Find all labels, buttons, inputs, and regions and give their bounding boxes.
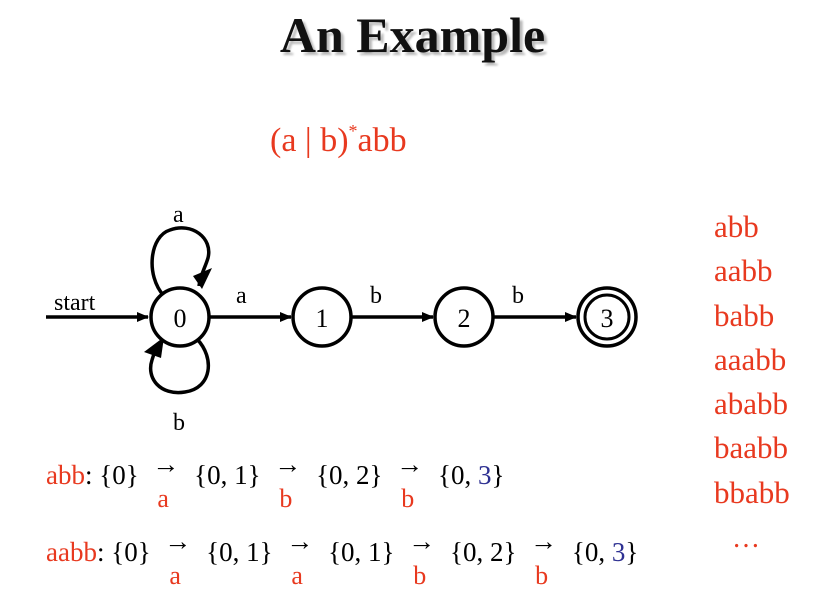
state-3-inner-circle [583,293,631,341]
arrow-glyph: → [408,525,436,556]
self-loop-a-label: a [173,202,184,228]
transition-symbol: b [535,560,549,590]
edge-1-2-label: b [370,283,382,309]
trace-state-set: {0} [111,537,151,567]
transition-symbol: a [291,560,303,590]
transition-arrow: → b [274,449,302,513]
example-string: baabb [714,430,789,466]
regex-main: (a | b) [270,122,349,159]
final-set-close: } [491,460,505,490]
regex-tail: abb [357,122,407,159]
transition-arrow: → a [286,526,314,590]
trace-state-set: {0} [99,460,139,490]
trace-state-set-final: {0, 3} [572,537,638,567]
self-loop-b-label: b [173,410,185,436]
regex-expression: (a | b)*abb [270,120,407,160]
trace-state-set-final: {0, 3} [438,460,504,490]
trace-state-set: {0, 2} [450,537,517,567]
arrow-glyph: → [152,448,180,479]
transition-symbol: b [401,483,415,513]
transition-symbol: b [279,483,293,513]
final-set-close: } [625,537,639,567]
arrow-glyph: → [274,448,302,479]
trace-colon: : [84,460,100,490]
self-loop-a [150,226,211,298]
trace-state-set: {0, 1} [194,460,261,490]
transition-symbol: a [169,560,181,590]
state-1-label: 1 [316,304,329,333]
trace-state-set: {0, 1} [328,537,395,567]
examples-ellipsis: … [732,523,760,554]
final-set-open: {0, [571,537,612,567]
trace-label: aabb [46,537,97,567]
trace-abb: abb: {0} → a {0, 1} → b {0, 2} → b {0, 3} [46,449,504,513]
example-strings-list: abb aabb babb aaabb ababb baabb bbabb [714,205,790,515]
page-title: An Example [279,7,546,63]
trace-state-set: {0, 1} [206,537,273,567]
trace-colon: : [96,537,112,567]
example-string: abb [714,209,759,244]
trace-state-set: {0, 2} [316,460,383,490]
accepting-state-number: 3 [611,537,626,567]
regex-star: * [348,120,358,141]
example-string: ababb [714,386,789,422]
edge-2-3-label: b [512,283,524,309]
trace-aabb: aabb: {0} → a {0, 1} → a {0, 1} → b {0, 2} … [46,526,638,590]
arrow-glyph: → [396,448,424,479]
start-label: start [54,290,96,316]
state-0-label: 0 [174,304,187,333]
accepting-state-number: 3 [477,460,492,490]
final-set-open: {0, [438,460,478,490]
trace-label: abb [46,460,85,490]
transition-arrow: → a [152,449,180,513]
self-loop-b-arrowhead [144,337,164,358]
self-loop-a-arrowhead [193,268,212,289]
transition-arrow: → b [396,449,424,513]
arrow-glyph: → [286,525,314,556]
arrow-glyph: → [530,525,558,556]
example-string: babb [714,297,775,333]
transition-symbol: b [413,560,427,590]
transition-arrow: → b [408,526,436,590]
example-string: bbabb [714,474,790,510]
edge-0-1-label: a [236,283,247,309]
transition-arrow: → a [164,526,192,590]
arrow-glyph: → [164,525,192,556]
example-string: aaabb [714,341,787,377]
state-2-label: 2 [458,304,471,333]
transition-symbol: a [157,483,169,513]
state-3-label: 3 [601,304,614,333]
example-string: aabb [714,253,773,289]
transition-arrow: → b [530,526,558,590]
